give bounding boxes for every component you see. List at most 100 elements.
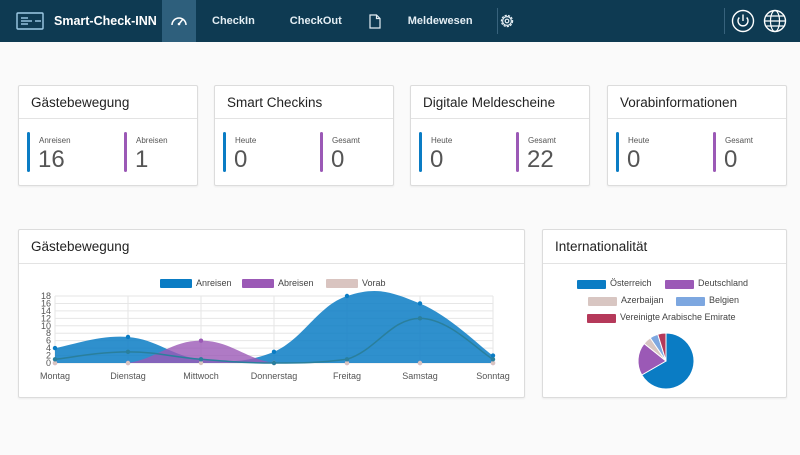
panel-title: Gästebewegung bbox=[19, 230, 524, 264]
legend-label-departures: Abreisen bbox=[278, 278, 314, 288]
nav-checkin[interactable]: CheckIn bbox=[212, 15, 255, 27]
power-icon[interactable] bbox=[731, 9, 755, 33]
card-title: Vorabinformationen bbox=[608, 86, 786, 119]
card-title: Gästebewegung bbox=[19, 86, 197, 119]
stat-value: 0 bbox=[234, 146, 248, 173]
stat-value: 0 bbox=[331, 146, 345, 173]
legend-label-uae: Vereinigte Arabische Emirate bbox=[620, 312, 736, 322]
y-tick-label: 4 bbox=[46, 343, 51, 353]
y-tick-label: 18 bbox=[41, 291, 51, 301]
legend-swatch-pre bbox=[326, 279, 358, 288]
y-tick-label: 12 bbox=[41, 313, 51, 323]
stat-label: Heute bbox=[431, 136, 453, 145]
data-point bbox=[344, 293, 350, 299]
stat-value: 16 bbox=[38, 146, 65, 173]
data-point bbox=[198, 357, 204, 362]
panel-title: Internationalität bbox=[543, 230, 786, 264]
stat-label: Abreisen bbox=[136, 136, 168, 145]
data-point bbox=[271, 349, 277, 355]
legend-swatch-belgium bbox=[676, 297, 705, 306]
x-tick-label: Samstag bbox=[402, 371, 438, 381]
x-tick-label: Sonntag bbox=[476, 371, 510, 381]
stat-label: Heute bbox=[628, 136, 650, 145]
stat-label: Heute bbox=[235, 136, 257, 145]
stat-value: 0 bbox=[627, 146, 641, 173]
data-point bbox=[52, 345, 58, 351]
data-point bbox=[417, 316, 423, 321]
card-title: Digitale Meldescheine bbox=[411, 86, 589, 119]
legend-swatch-uae bbox=[587, 314, 616, 323]
stat-label: Gesamt bbox=[528, 136, 557, 145]
data-point bbox=[344, 357, 350, 362]
legend-swatch-germany bbox=[665, 280, 694, 289]
stat-bar bbox=[223, 132, 226, 172]
series-area-0 bbox=[55, 290, 493, 363]
nav-separator bbox=[497, 8, 498, 34]
y-tick-label: 6 bbox=[46, 336, 51, 346]
nav-meldewesen[interactable]: Meldewesen bbox=[407, 15, 473, 27]
data-point bbox=[125, 360, 131, 366]
data-point bbox=[417, 301, 423, 306]
y-tick-label: 14 bbox=[41, 306, 51, 316]
data-point bbox=[125, 334, 131, 340]
legend-label-austria: Österreich bbox=[610, 278, 652, 288]
stat-bar bbox=[713, 132, 716, 172]
card-title: Smart Checkins bbox=[215, 86, 393, 119]
stat-label: Anreisen bbox=[39, 136, 71, 145]
stat-bar bbox=[616, 132, 619, 172]
y-tick-label: 10 bbox=[41, 321, 51, 331]
nav-dashboard[interactable] bbox=[162, 0, 196, 42]
stat-bar bbox=[27, 132, 30, 172]
legend-swatch-azerbaijan bbox=[588, 297, 617, 306]
brand[interactable]: Smart-Check-INN bbox=[0, 0, 162, 42]
y-tick-label: 16 bbox=[41, 298, 51, 308]
stat-bar bbox=[419, 132, 422, 172]
data-point bbox=[52, 360, 58, 366]
panel-internationality: Internationalität Österreich Deutschland… bbox=[542, 229, 787, 398]
stat-bar bbox=[516, 132, 519, 172]
data-point bbox=[490, 360, 496, 366]
x-tick-label: Mittwoch bbox=[183, 371, 219, 381]
data-point bbox=[271, 360, 277, 366]
nav-checkout[interactable]: CheckOut bbox=[289, 15, 342, 27]
globe-icon[interactable] bbox=[763, 9, 787, 33]
data-point bbox=[198, 338, 204, 343]
nav-document[interactable] bbox=[368, 0, 382, 42]
legend-label-arrivals: Anreisen bbox=[196, 278, 232, 288]
x-tick-label: Freitag bbox=[333, 371, 361, 381]
card-smart-checkins: Smart Checkins Heute 0 Gesamt 0 bbox=[214, 85, 394, 186]
legend-label-germany: Deutschland bbox=[698, 278, 749, 288]
data-point bbox=[344, 360, 350, 366]
brand-logo-icon bbox=[16, 12, 44, 30]
nav-settings[interactable] bbox=[497, 0, 517, 42]
stat-bar bbox=[320, 132, 323, 172]
stat-value: 22 bbox=[527, 146, 554, 173]
y-tick-label: 2 bbox=[46, 351, 51, 361]
legend-label-azerbaijan: Azerbaijan bbox=[621, 295, 664, 305]
nav-separator bbox=[724, 8, 725, 34]
data-point bbox=[198, 360, 204, 366]
stat-label: Gesamt bbox=[725, 136, 754, 145]
series-area-1 bbox=[55, 340, 493, 363]
stat-value: 0 bbox=[430, 146, 444, 173]
data-point bbox=[52, 357, 58, 362]
card-pre-information: Vorabinformationen Heute 0 Gesamt 0 bbox=[607, 85, 787, 186]
y-tick-label: 8 bbox=[46, 328, 51, 338]
y-tick-label: 0 bbox=[46, 358, 51, 368]
data-point bbox=[490, 357, 496, 362]
pie-slice bbox=[657, 332, 667, 362]
app-name: Smart-Check-INN bbox=[54, 14, 157, 28]
data-point bbox=[417, 360, 423, 366]
pie-chart bbox=[637, 332, 695, 390]
stat-label: Gesamt bbox=[332, 136, 361, 145]
legend-label-pre: Vorab bbox=[362, 278, 386, 288]
legend-label-belgium: Belgien bbox=[709, 295, 740, 305]
legend-swatch-austria bbox=[577, 280, 606, 289]
x-tick-label: Montag bbox=[40, 371, 70, 381]
pie-slice bbox=[641, 332, 695, 390]
data-point bbox=[490, 353, 496, 358]
card-guest-movement: Gästebewegung Anreisen 16 Abreisen 1 bbox=[18, 85, 198, 186]
stat-bar bbox=[124, 132, 127, 172]
